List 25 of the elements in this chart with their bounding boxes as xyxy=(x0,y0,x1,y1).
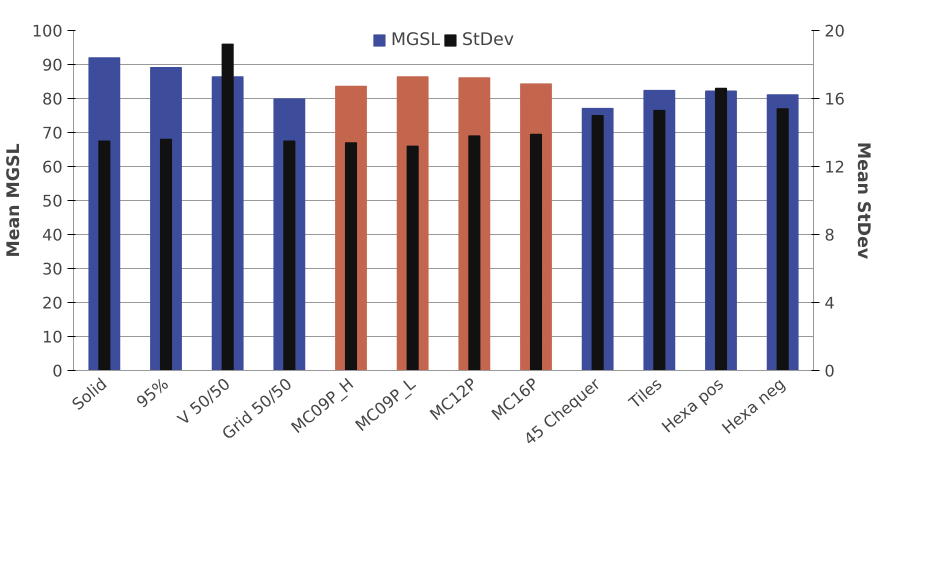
y-tick-label: 60 xyxy=(42,158,62,176)
x-tick-label: Tiles xyxy=(624,374,666,413)
y-tick-label: 80 xyxy=(42,90,62,108)
y2-tick-label: 20 xyxy=(824,22,845,40)
y2-axis-title: Mean StDev xyxy=(852,142,873,260)
y-tick-label: 90 xyxy=(42,56,62,74)
y2-tick-label: 12 xyxy=(824,158,845,176)
y-tick-label: 70 xyxy=(42,124,62,142)
y2-tick-label: 4 xyxy=(824,294,835,312)
bar xyxy=(406,146,419,370)
y-tick-label: 10 xyxy=(42,328,62,346)
bar xyxy=(160,138,172,370)
y-tick-label: 40 xyxy=(42,226,62,244)
y2-tick-label: 8 xyxy=(824,226,835,244)
y2-tick-label: 0 xyxy=(824,362,835,380)
legend-label: StDev xyxy=(462,30,514,50)
y-tick-label: 50 xyxy=(42,192,62,210)
bar xyxy=(98,140,110,370)
y2-tick-label: 16 xyxy=(824,90,845,108)
y-tick-label: 0 xyxy=(52,362,63,380)
y-axis-title: Mean MGSL xyxy=(4,143,24,258)
y-tick-label: 100 xyxy=(32,22,63,40)
y-tick-label: 30 xyxy=(42,260,62,278)
legend-label: MGSL xyxy=(390,30,440,50)
y-tick-label: 20 xyxy=(42,294,62,312)
